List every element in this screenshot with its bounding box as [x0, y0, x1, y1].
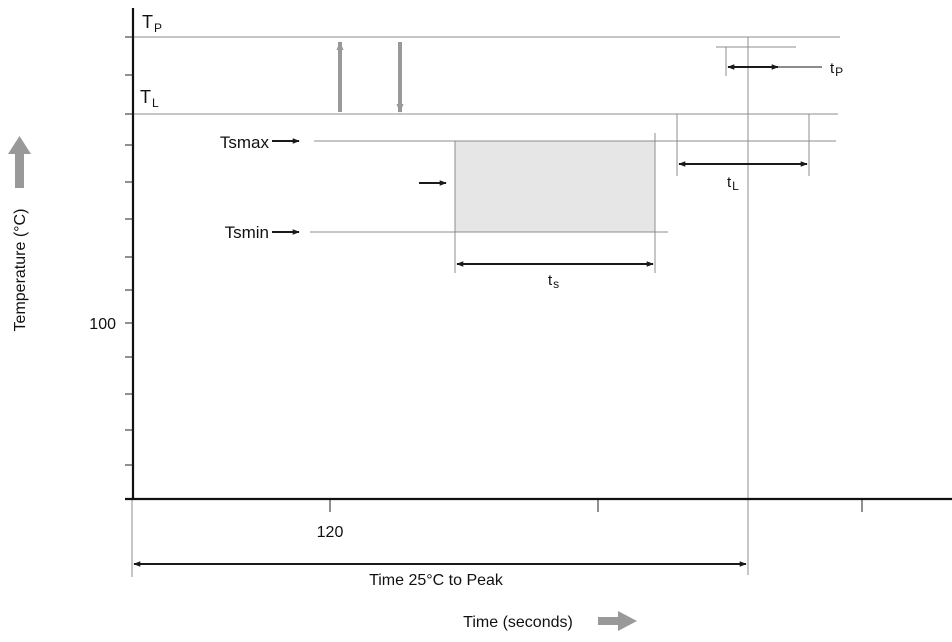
right-arrow-icon — [598, 611, 637, 631]
x-ticks — [329, 500, 863, 512]
time-to-peak-label: Time 25°C to Peak — [369, 572, 504, 589]
tp-label: TP — [142, 12, 162, 35]
tsmin-label: Tsmin — [225, 223, 269, 242]
tl-label: TL — [140, 87, 159, 110]
y-axis-title: Temperature (°C) — [12, 209, 29, 332]
tsmax-label: Tsmax — [220, 133, 270, 152]
x-axis-title: Time (seconds) — [463, 614, 573, 631]
tp-time-label: tP — [830, 60, 843, 79]
y-ticks — [125, 36, 133, 466]
up-arrow-icon — [8, 136, 31, 188]
tl-time-label: tL — [727, 174, 739, 193]
x-value-label: 120 — [317, 524, 344, 541]
soak-region — [454, 140, 656, 233]
y-value-label: 100 — [89, 316, 116, 333]
ts-label: ts — [548, 272, 559, 291]
